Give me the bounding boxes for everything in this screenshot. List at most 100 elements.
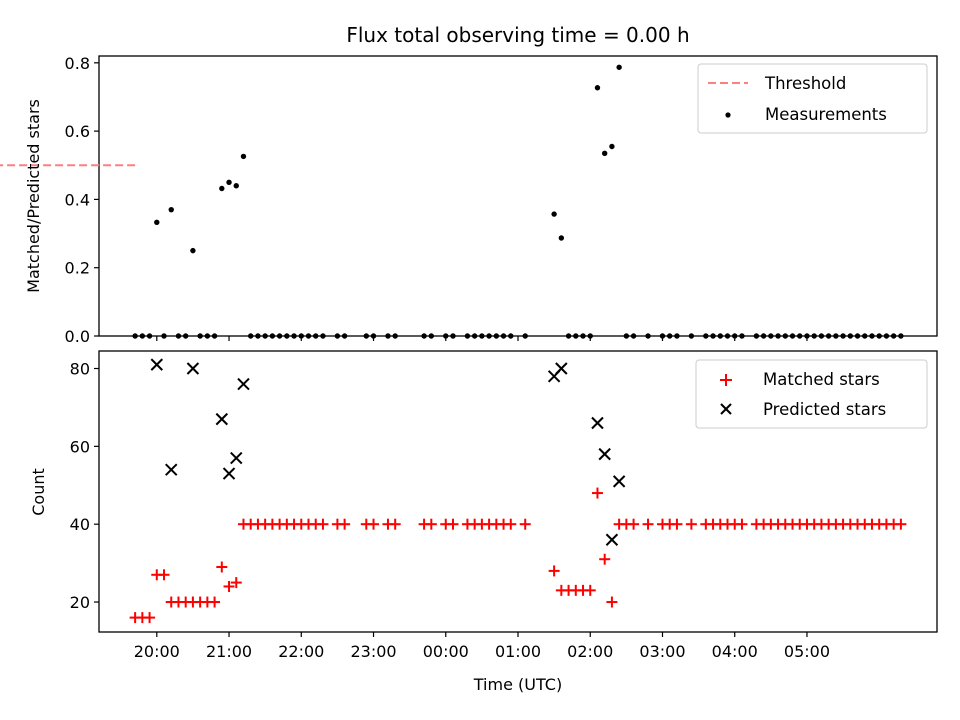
measurement-point <box>493 333 500 339</box>
measurement-point <box>782 333 788 339</box>
measurement-point <box>464 333 471 339</box>
measurement-point <box>609 143 615 150</box>
measurement-point <box>305 333 312 339</box>
measurement-point <box>385 333 391 339</box>
x-tick-label: 23:00 <box>350 642 396 661</box>
bottom-legend-box <box>695 359 928 429</box>
measurement-point <box>630 333 637 339</box>
measurement-point <box>732 333 738 339</box>
matched-star-point <box>599 553 611 565</box>
matched-star-point <box>158 569 170 581</box>
x-tick-label: 02:00 <box>567 642 613 661</box>
measurement-point <box>580 333 586 339</box>
measurement-point <box>890 333 897 339</box>
measurement-point <box>862 333 868 339</box>
measurement-point <box>284 333 290 339</box>
measurement-point <box>508 333 514 339</box>
measurement-point <box>450 333 456 339</box>
predicted-star-point <box>591 416 604 430</box>
measurement-point <box>833 333 839 339</box>
top-legend-box <box>697 63 928 134</box>
top-y-tick-label: 0.2 <box>65 259 90 278</box>
predicted-star-point <box>165 463 178 476</box>
bottom-y-tick-label: 80 <box>70 360 90 379</box>
matched-star-point <box>736 518 748 530</box>
top-legend: Threshold Measurements <box>697 63 928 134</box>
measurement-point <box>645 333 651 339</box>
measurement-point <box>847 333 854 339</box>
measurement-point <box>233 183 239 189</box>
measurement-point <box>674 333 680 339</box>
measurement-point <box>753 333 760 339</box>
measurement-point <box>370 333 377 339</box>
measurement-point <box>760 333 767 339</box>
matched-star-point <box>895 518 907 530</box>
legend-threshold-label: Threshold <box>764 74 846 93</box>
bottom-y-axis-label: Count <box>29 468 48 516</box>
measurement-point <box>854 333 861 339</box>
measurement-point <box>739 333 745 339</box>
measurement-point <box>522 333 528 339</box>
matched-star-point <box>339 518 351 530</box>
measurement-point <box>558 235 565 241</box>
measurement-point <box>211 333 218 339</box>
predicted-star-point <box>598 447 611 461</box>
measurement-point <box>565 333 572 339</box>
top-y-tick-label: 0.4 <box>65 190 90 209</box>
measurement-point <box>601 150 608 157</box>
predicted-star-point <box>150 358 164 371</box>
measurement-point <box>818 333 825 339</box>
measurement-point <box>486 333 492 339</box>
measurement-point <box>594 85 601 91</box>
measurement-point <box>587 333 593 339</box>
matched-star-point <box>447 518 459 530</box>
matched-star-point <box>642 518 654 530</box>
measurement-point <box>197 333 203 339</box>
measurement-point <box>443 333 449 339</box>
matched-star-point <box>591 487 603 499</box>
measurement-point <box>883 333 890 339</box>
measurement-point <box>269 333 276 339</box>
top-y-axis-label: Matched/Predicted stars <box>24 99 43 293</box>
bottom-panel: 20 40 60 80 20:00 21:00 22:00 23:00 00:00 01:00 0… <box>29 350 938 694</box>
measurement-point <box>248 333 254 339</box>
matched-star-point <box>389 518 401 530</box>
top-panel: 0.00.20.40.60.8 Matched/Predicted stars … <box>0 54 938 346</box>
measurement-point <box>479 333 485 339</box>
measurement-point <box>240 153 247 160</box>
bottom-y-ticks: 20 40 60 80 <box>70 360 99 612</box>
measurement-point <box>840 333 846 339</box>
matched-star-point <box>671 518 683 530</box>
measurement-point <box>132 333 138 339</box>
measurement-point <box>182 333 189 339</box>
measurement-point <box>573 333 579 339</box>
bottom-y-tick-label: 20 <box>70 593 90 612</box>
x-tick-label: 01:00 <box>495 642 541 661</box>
legend-matched-label: Matched stars <box>763 370 880 389</box>
x-tick-label: 22:00 <box>278 642 324 661</box>
measurement-point <box>623 333 630 339</box>
predicted-stars-points <box>150 358 626 546</box>
measurement-point <box>421 333 427 339</box>
bottom-legend: Matched stars Predicted stars <box>695 359 928 429</box>
matched-star-point <box>223 580 235 592</box>
predicted-star-point <box>230 451 243 465</box>
measurement-point <box>175 333 182 339</box>
measurement-point <box>219 185 225 192</box>
measurement-point <box>775 333 781 339</box>
x-tick-label: 03:00 <box>639 642 685 661</box>
measurement-point <box>804 333 810 339</box>
measurement-point <box>797 333 803 339</box>
matched-star-point <box>209 596 221 608</box>
bottom-y-tick-label: 40 <box>70 515 90 534</box>
top-y-tick-label: 0.6 <box>65 122 90 141</box>
x-tick-label: 05:00 <box>784 642 830 661</box>
measurement-point <box>276 333 283 339</box>
top-y-tick-label: 0.8 <box>65 54 90 73</box>
measurement-point <box>659 333 666 339</box>
matched-star-point <box>230 577 242 589</box>
legend-predicted-label: Predicted stars <box>763 400 886 419</box>
measurement-points <box>132 64 904 339</box>
matched-star-point <box>628 518 640 530</box>
legend-predicted-swatch <box>720 403 732 415</box>
